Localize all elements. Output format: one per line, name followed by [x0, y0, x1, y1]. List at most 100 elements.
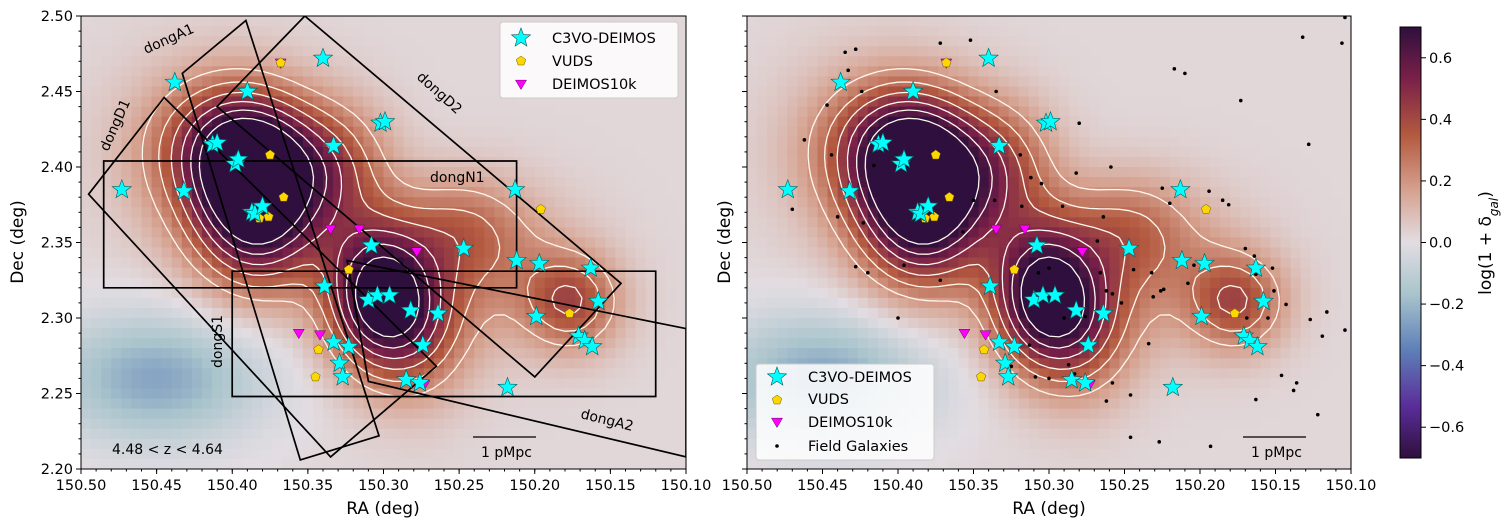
density-cell: [252, 56, 264, 67]
density-cell: [1089, 36, 1100, 47]
density-cell: [1089, 267, 1100, 279]
density-cell: [625, 136, 637, 148]
density-cell: [202, 247, 213, 259]
density-cell: [817, 257, 829, 269]
density-cell: [757, 156, 768, 168]
density-cell: [1109, 338, 1121, 349]
density-cell: [81, 36, 92, 47]
density-cell: [625, 167, 637, 178]
density-cell: [262, 167, 274, 178]
density-cell: [1018, 277, 1030, 289]
density-cell: [665, 418, 677, 430]
density-cell: [575, 388, 586, 400]
density-cell: [91, 378, 102, 390]
density-cell: [1230, 318, 1241, 329]
density-cell: [1290, 257, 1302, 269]
region-label-dongS1: dongS1: [210, 315, 226, 368]
density-cell: [161, 106, 173, 118]
density-cell: [202, 177, 213, 188]
density-cell: [807, 277, 819, 289]
density-cell: [585, 438, 596, 450]
density-cell: [212, 378, 223, 390]
density-cell: [544, 167, 556, 178]
density-cell: [767, 217, 778, 228]
density-cell: [1189, 96, 1201, 108]
density-cell: [222, 26, 233, 37]
density-cell: [1139, 156, 1151, 168]
density-cell: [1310, 56, 1322, 67]
density-cell: [484, 348, 496, 359]
density-cell: [121, 388, 133, 400]
density-cell: [1109, 96, 1121, 108]
density-cell: [908, 197, 919, 208]
density-cell: [1300, 338, 1312, 349]
density-cell: [585, 197, 596, 208]
density-cell: [1018, 187, 1030, 198]
density-cell: [202, 76, 213, 88]
density-cell: [1250, 358, 1261, 369]
density-cell: [454, 197, 465, 208]
density-cell: [1149, 287, 1161, 299]
density-cell: [1189, 348, 1201, 359]
density-cell: [1290, 227, 1302, 239]
density-cell: [383, 36, 395, 47]
marker-triangle: [324, 224, 337, 235]
density-cell: [222, 358, 233, 369]
density-cell: [343, 197, 354, 208]
marker-star: [497, 376, 518, 397]
density-cell: [1290, 86, 1302, 98]
density-cell: [1200, 86, 1211, 98]
density-cell: [988, 86, 1000, 98]
density-cell: [514, 187, 526, 198]
density-cell: [645, 277, 657, 289]
density-cell: [565, 418, 576, 430]
density-cell: [504, 116, 516, 128]
density-cell: [1340, 177, 1352, 188]
density-cell: [1179, 348, 1191, 359]
density-cell: [1059, 167, 1070, 178]
density-cell: [1149, 358, 1161, 369]
density-cell: [675, 46, 687, 57]
density-cell: [222, 398, 233, 410]
density-cell: [968, 156, 980, 168]
density-cell: [857, 66, 869, 77]
density-cell: [817, 277, 829, 289]
density-cell: [252, 36, 264, 47]
density-cell: [938, 36, 949, 47]
density-cell: [423, 146, 435, 158]
density-cell: [141, 36, 153, 47]
density-cell: [948, 267, 959, 279]
density-cell: [544, 388, 556, 400]
density-cell: [1290, 338, 1302, 349]
density-cell: [171, 26, 183, 37]
density-cell: [675, 207, 687, 218]
density-cell: [817, 96, 829, 108]
density-cell: [918, 237, 929, 249]
density-cell: [161, 297, 173, 309]
density-cell: [625, 428, 637, 440]
density-cell: [1038, 26, 1050, 37]
density-cell: [262, 378, 274, 390]
density-cell: [1119, 26, 1131, 37]
density-cell: [777, 297, 788, 309]
density-cell: [101, 438, 112, 450]
density-cell: [433, 136, 445, 148]
density-cell: [252, 227, 264, 239]
density-cell: [343, 348, 354, 359]
density-cell: [887, 96, 899, 108]
density-cell: [645, 177, 657, 188]
density-cell: [1109, 156, 1121, 168]
density-cell: [544, 96, 556, 108]
density-cell: [323, 197, 334, 208]
density-cell: [504, 297, 516, 309]
density-cell: [343, 287, 354, 299]
density-cell: [1089, 187, 1100, 198]
density-cell: [141, 277, 153, 289]
density-cell: [867, 156, 879, 168]
density-cell: [877, 156, 889, 168]
density-cell: [343, 56, 354, 67]
density-cell: [413, 26, 425, 37]
density-cell: [1220, 116, 1231, 128]
density-cell: [444, 358, 455, 369]
density-cell: [383, 368, 395, 379]
